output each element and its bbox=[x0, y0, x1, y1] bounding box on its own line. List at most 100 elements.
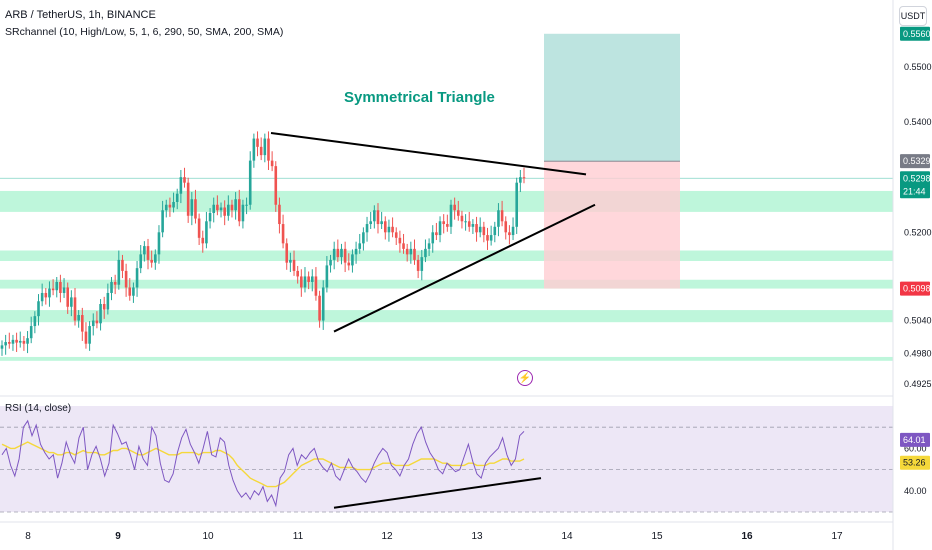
candle bbox=[285, 238, 289, 270]
candle bbox=[150, 250, 153, 268]
candle-body bbox=[310, 276, 314, 282]
candle-body bbox=[303, 276, 307, 288]
candle-body bbox=[522, 177, 526, 179]
candle bbox=[44, 288, 48, 305]
sl-price-tag: 0.5098 bbox=[903, 284, 931, 294]
candle bbox=[194, 189, 197, 224]
candle-body bbox=[475, 224, 478, 233]
candle-body bbox=[183, 177, 186, 183]
candle bbox=[281, 214, 285, 249]
candle bbox=[427, 238, 431, 257]
candle bbox=[172, 192, 175, 213]
candle bbox=[121, 254, 124, 279]
candle bbox=[183, 167, 186, 188]
candle-body bbox=[168, 204, 172, 208]
candle bbox=[336, 239, 340, 263]
candle bbox=[442, 214, 445, 234]
candle-body bbox=[113, 281, 117, 285]
candle bbox=[15, 332, 18, 352]
candle-body bbox=[508, 232, 511, 236]
candle-body bbox=[427, 243, 431, 249]
candle bbox=[453, 197, 456, 220]
candle bbox=[391, 217, 394, 238]
candle-body bbox=[300, 276, 303, 288]
candle bbox=[489, 225, 493, 246]
candle bbox=[18, 331, 22, 348]
candle bbox=[110, 276, 113, 301]
candle bbox=[245, 197, 248, 215]
candle-body bbox=[489, 235, 493, 241]
candle-body bbox=[340, 248, 343, 258]
candle-body bbox=[442, 221, 445, 225]
candle-body bbox=[347, 262, 351, 266]
candle-body bbox=[376, 210, 380, 225]
candle bbox=[22, 335, 26, 351]
candle bbox=[190, 192, 194, 226]
candle-body bbox=[493, 226, 497, 236]
candle bbox=[51, 279, 55, 296]
candle bbox=[259, 137, 263, 161]
candle-body bbox=[274, 166, 278, 205]
candle bbox=[522, 167, 526, 184]
candle-body bbox=[135, 268, 139, 288]
candle bbox=[292, 250, 296, 276]
candle bbox=[212, 197, 216, 223]
currency-button[interactable]: USDT bbox=[899, 6, 927, 26]
candle-body bbox=[252, 138, 256, 161]
candle-body bbox=[263, 138, 267, 156]
candle-body bbox=[48, 288, 51, 298]
candle-body bbox=[354, 248, 358, 255]
sr-zone-2 bbox=[0, 279, 893, 289]
tp-price-tag: 0.5560 bbox=[903, 29, 931, 39]
candle-body bbox=[223, 207, 226, 216]
candle bbox=[66, 282, 70, 314]
candle-body bbox=[270, 160, 274, 167]
sr-zone-0 bbox=[0, 190, 893, 212]
candle bbox=[59, 274, 62, 303]
candle-body bbox=[81, 315, 84, 332]
candle bbox=[4, 334, 7, 355]
candle bbox=[413, 239, 416, 265]
candle bbox=[332, 241, 336, 270]
candle bbox=[296, 265, 299, 284]
candle bbox=[449, 199, 453, 234]
candle bbox=[128, 278, 132, 301]
candle bbox=[223, 200, 226, 226]
candle-body bbox=[511, 226, 515, 236]
candle bbox=[380, 211, 383, 230]
candle-body bbox=[26, 338, 29, 344]
candle bbox=[402, 233, 405, 254]
candle-body bbox=[464, 221, 467, 223]
candle-body bbox=[351, 254, 354, 266]
candle-body bbox=[398, 237, 402, 244]
candle bbox=[519, 170, 522, 193]
candle bbox=[248, 151, 252, 210]
candle-body bbox=[267, 138, 270, 161]
lightning-icon[interactable]: ⚡ bbox=[517, 370, 533, 386]
tp-price-tag-bg bbox=[900, 26, 930, 41]
candle-body bbox=[325, 265, 329, 288]
candle bbox=[416, 254, 420, 279]
candle bbox=[424, 239, 427, 263]
candle bbox=[263, 133, 267, 163]
candle-body bbox=[128, 287, 132, 296]
candle-body bbox=[237, 199, 241, 222]
candle-body bbox=[281, 224, 285, 244]
candle bbox=[168, 197, 172, 217]
candle-body bbox=[241, 204, 245, 222]
candle bbox=[307, 271, 310, 290]
candle bbox=[343, 241, 347, 273]
candle bbox=[270, 151, 274, 172]
candle-body bbox=[380, 221, 383, 225]
time-tick-label: 15 bbox=[651, 531, 663, 542]
candle-body bbox=[121, 259, 124, 271]
candle-body bbox=[471, 224, 475, 227]
candle bbox=[139, 245, 143, 274]
candle bbox=[106, 283, 110, 315]
candle bbox=[435, 222, 438, 241]
candle bbox=[267, 131, 270, 170]
candle-body bbox=[205, 221, 208, 244]
candle-body bbox=[172, 201, 175, 208]
candle-body bbox=[424, 248, 427, 258]
